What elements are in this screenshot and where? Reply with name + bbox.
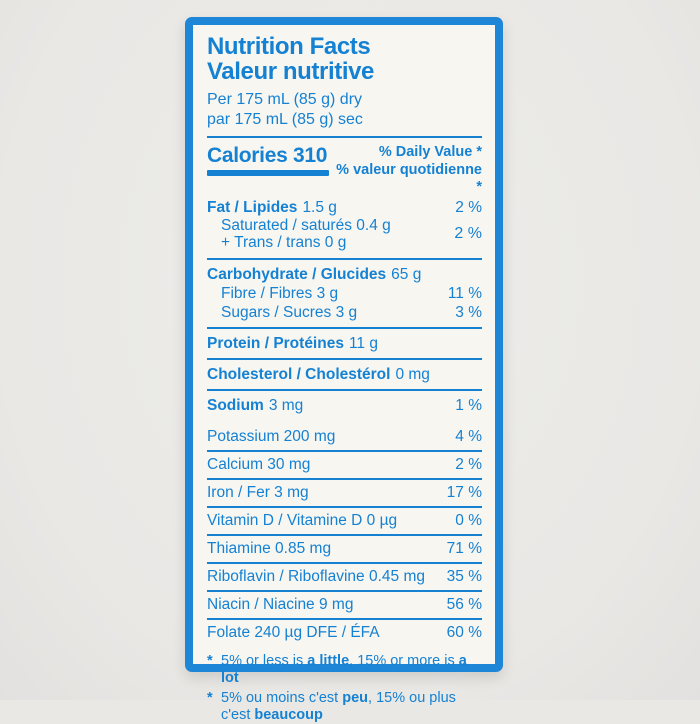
carbohydrate-label: Carbohydrate / Glucides 65 g <box>207 265 422 283</box>
asterisk-marker: * <box>207 652 213 669</box>
calories-value: 310 <box>293 144 328 167</box>
serving-size-fr: par 175 mL (85 g) sec <box>207 111 363 128</box>
calories-text: Calories 310 <box>207 144 329 167</box>
daily-value-header: % Daily Value * % valeur quotidienne * <box>329 144 482 197</box>
calories-underline <box>207 170 329 176</box>
folate-label: Folate 240 µg DFE / ÉFA <box>207 623 380 641</box>
fat-dv: 2 % <box>455 198 482 216</box>
daily-value-header-fr: % valeur quotidienne * <box>336 161 482 196</box>
nutrition-facts-label: Nutrition Facts Valeur nutritive Per 175… <box>185 17 503 723</box>
potassium-dv: 4 % <box>455 427 482 445</box>
serving-size-en: Per 175 mL (85 g) dry <box>207 91 363 108</box>
fat-label: Fat / Lipides 1.5 g <box>207 198 337 216</box>
thiamine-label: Thiamine 0.85 mg <box>207 539 332 557</box>
nutrient-row-fat: Fat / Lipides 1.5 g 2 % <box>207 199 482 216</box>
protein-label: Protein / Protéines 11 g <box>207 334 378 352</box>
table-row-calcium: Calcium 30 mg 2 % <box>207 449 482 478</box>
nutrient-row-protein: Protein / Protéines 11 g <box>207 335 482 352</box>
iron-dv: 17 % <box>446 483 482 501</box>
riboflavin-dv: 35 % <box>446 567 482 585</box>
vitamin-d-label: Vitamin D / Vitamine D 0 µg <box>207 511 398 529</box>
fibre-label: Fibre / Fibres 3 g <box>221 284 339 302</box>
micronutrients-table: Potassium 200 mg 4 % Calcium 30 mg 2 % I… <box>207 424 482 646</box>
sugars-label: Sugars / Sucres 3 g <box>221 303 358 321</box>
table-row-potassium: Potassium 200 mg 4 % <box>207 424 482 450</box>
trans-label: + Trans / trans 0 g <box>221 234 347 251</box>
nutrient-row-cholesterol: Cholesterol / Cholestérol 0 mg <box>207 366 482 383</box>
cholesterol-label: Cholesterol / Cholestérol 0 mg <box>207 365 430 383</box>
nutrient-row-sugars: Sugars / Sucres 3 g 3 % <box>207 304 482 321</box>
footnote-fr-text: 5% ou moins c'est peu, 15% ou plus c'est… <box>221 689 456 723</box>
calories: Calories 310 <box>207 144 329 197</box>
nutrient-row-fibre: Fibre / Fibres 3 g 11 % <box>207 285 482 302</box>
divider <box>207 357 482 360</box>
title-fr: Valeur nutritive <box>207 58 374 85</box>
table-row-vitamin-d: Vitamin D / Vitamine D 0 µg 0 % <box>207 505 482 534</box>
sodium-dv: 1 % <box>455 396 482 414</box>
table-row-riboflavin: Riboflavin / Riboflavine 0.45 mg 35 % <box>207 561 482 590</box>
table-row-thiamine: Thiamine 0.85 mg 71 % <box>207 533 482 562</box>
divider <box>207 326 482 329</box>
daily-value-header-en: % Daily Value * <box>378 144 482 160</box>
iron-label: Iron / Fer 3 mg <box>207 483 309 501</box>
sodium-label: Sodium 3 mg <box>207 396 304 414</box>
title-en: Nutrition Facts <box>207 33 371 60</box>
footnote-en-text: 5% or less is a little, 15% or more is a… <box>221 652 467 686</box>
footnote-fr: * 5% ou moins c'est peu, 15% ou plus c'e… <box>207 690 482 724</box>
calories-block: Calories 310 % Daily Value * % valeur qu… <box>207 144 482 197</box>
saturated-label: Saturated / saturés 0.4 g <box>221 216 391 234</box>
vitamin-d-dv: 0 % <box>455 511 482 529</box>
niacin-label: Niacin / Niacine 9 mg <box>207 595 354 613</box>
divider <box>207 257 482 260</box>
table-row-niacin: Niacin / Niacine 9 mg 56 % <box>207 589 482 618</box>
sugars-dv: 3 % <box>455 303 482 321</box>
calcium-label: Calcium 30 mg <box>207 455 311 473</box>
footnote-en: * 5% or less is a little, 15% or more is… <box>207 653 482 687</box>
nutrient-row-saturated-trans: Saturated / saturés 0.4 g + Trans / tran… <box>207 217 482 252</box>
thiamine-dv: 71 % <box>446 539 482 557</box>
divider <box>207 136 482 138</box>
divider <box>207 388 482 391</box>
nutrient-row-carbohydrate: Carbohydrate / Glucides 65 g <box>207 266 482 283</box>
niacin-dv: 56 % <box>446 595 482 613</box>
calories-label: Calories <box>207 144 288 167</box>
fibre-dv: 11 % <box>447 284 482 302</box>
table-row-folate: Folate 240 µg DFE / ÉFA 60 % <box>207 617 482 646</box>
calcium-dv: 2 % <box>455 455 482 473</box>
folate-dv: 60 % <box>446 623 482 641</box>
nutrient-row-sodium: Sodium 3 mg 1 % <box>207 397 482 414</box>
saturated-trans-labels: Saturated / saturés 0.4 g + Trans / tran… <box>207 217 391 252</box>
saturated-dv: 2 % <box>454 225 482 242</box>
potassium-label: Potassium 200 mg <box>207 427 336 445</box>
asterisk-marker: * <box>207 689 213 706</box>
riboflavin-label: Riboflavin / Riboflavine 0.45 mg <box>207 567 425 585</box>
table-row-iron: Iron / Fer 3 mg 17 % <box>207 477 482 506</box>
